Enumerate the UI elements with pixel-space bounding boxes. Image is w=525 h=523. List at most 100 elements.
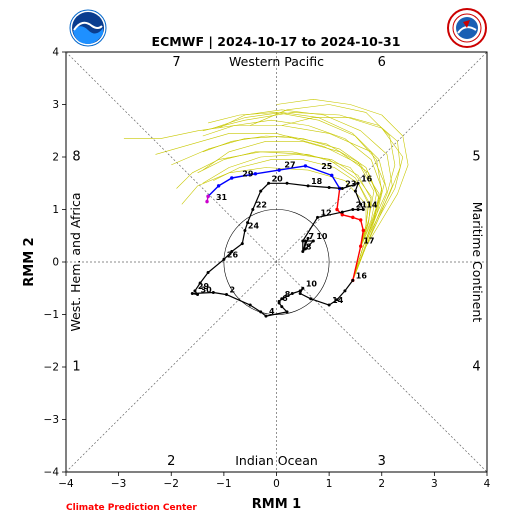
ensemble-member-line bbox=[123, 125, 385, 281]
x-tick-label: 2 bbox=[378, 478, 385, 490]
observed-point bbox=[196, 293, 200, 297]
phase-label: 3 bbox=[378, 454, 386, 469]
observed-point bbox=[277, 299, 281, 303]
observed-point bbox=[353, 189, 357, 193]
forecast-red-point bbox=[359, 218, 363, 222]
observed-point bbox=[251, 208, 255, 211]
observed-point bbox=[351, 208, 355, 211]
day-label: 10 bbox=[306, 279, 318, 288]
observed-point bbox=[222, 257, 226, 261]
x-tick-label: −2 bbox=[164, 478, 179, 490]
day-label: 8 bbox=[306, 243, 312, 252]
phase-label: 4 bbox=[472, 360, 480, 375]
observed-point bbox=[301, 239, 305, 243]
day-label: 31 bbox=[216, 193, 228, 202]
observed-point bbox=[359, 202, 363, 206]
observed-point bbox=[290, 292, 294, 295]
observed-point bbox=[259, 189, 263, 193]
x-tick-label: −4 bbox=[58, 478, 74, 490]
region-label: Maritime Continent bbox=[470, 202, 485, 322]
observed-point bbox=[298, 292, 302, 295]
day-label: 30 bbox=[201, 286, 213, 295]
x-tick-label: 1 bbox=[326, 478, 333, 490]
region-label: Western Pacific bbox=[229, 54, 324, 69]
day-label: 14 bbox=[332, 296, 344, 305]
observed-point bbox=[225, 293, 229, 297]
ensemble-member-line bbox=[250, 104, 396, 281]
day-label: 6 bbox=[282, 294, 288, 303]
observed-point bbox=[298, 289, 302, 293]
nws-logo bbox=[447, 8, 487, 48]
day-label: 14 bbox=[366, 201, 378, 210]
observed-point bbox=[340, 210, 344, 214]
forecast-magenta-point bbox=[205, 199, 209, 204]
forecast-magenta-point bbox=[206, 194, 210, 199]
y-tick-label: 1 bbox=[52, 204, 59, 216]
day-label: 26 bbox=[227, 250, 239, 259]
day-label: 25 bbox=[321, 162, 333, 171]
region-label: West. Hem. and Africa bbox=[68, 192, 83, 331]
x-axis-label: RMM 1 bbox=[252, 497, 301, 512]
ensemble-member-line bbox=[213, 112, 383, 281]
y-tick-label: −3 bbox=[44, 414, 59, 426]
x-tick-label: −3 bbox=[111, 478, 126, 490]
forecast-blue-point bbox=[230, 176, 234, 180]
day-label: 27 bbox=[284, 161, 295, 170]
observed-point bbox=[303, 247, 307, 251]
observed-point bbox=[190, 292, 194, 295]
unit-circle bbox=[223, 209, 330, 315]
observed-point bbox=[343, 289, 347, 293]
observed-point bbox=[301, 250, 305, 253]
ensemble-member-line bbox=[281, 117, 401, 281]
y-axis-label: RMM 2 bbox=[22, 237, 37, 286]
observed-point bbox=[351, 278, 355, 282]
day-label: 18 bbox=[311, 177, 323, 186]
noaa-logo bbox=[69, 9, 107, 47]
observed-point bbox=[327, 185, 331, 189]
day-label: 29 bbox=[242, 169, 254, 178]
x-tick-label: 3 bbox=[431, 478, 438, 490]
day-label: 29 bbox=[198, 282, 210, 291]
observed-point bbox=[311, 239, 315, 243]
forecast-blue-point bbox=[216, 184, 221, 188]
observed-point bbox=[306, 236, 310, 240]
ensemble-member-line bbox=[213, 159, 369, 281]
observed-point bbox=[356, 181, 360, 185]
observed-point bbox=[335, 298, 339, 302]
day-label: 21 bbox=[356, 201, 368, 210]
observed-point bbox=[246, 221, 250, 225]
phase-label: 2 bbox=[167, 454, 175, 469]
phase-label: 6 bbox=[378, 55, 386, 70]
observed-point bbox=[301, 286, 305, 290]
forecast-blue-point bbox=[277, 168, 281, 172]
y-tick-label: 3 bbox=[52, 99, 59, 111]
y-tick-label: 4 bbox=[52, 47, 59, 59]
day-label: 2 bbox=[230, 286, 236, 295]
region-label: Indian Ocean bbox=[235, 453, 318, 468]
y-tick-label: 0 bbox=[52, 257, 59, 269]
observed-point bbox=[340, 187, 344, 190]
ensemble-member-line bbox=[202, 141, 380, 281]
ensemble-member-line bbox=[276, 99, 409, 281]
observed-point bbox=[248, 303, 252, 307]
footer-credit: Climate Prediction Center bbox=[66, 503, 197, 513]
observed-point bbox=[280, 305, 284, 309]
observed-point bbox=[361, 208, 365, 211]
observed-point bbox=[285, 310, 289, 314]
day-label: 17 bbox=[363, 237, 374, 246]
observed-point bbox=[356, 208, 360, 211]
observed-point bbox=[264, 314, 268, 318]
ensemble-member-line bbox=[202, 119, 383, 281]
day-label: 20 bbox=[272, 174, 284, 183]
forecast-red-point bbox=[359, 244, 363, 248]
phase-label: 7 bbox=[172, 55, 180, 70]
y-tick-label: −4 bbox=[44, 467, 60, 479]
forecast-blue-point bbox=[253, 172, 258, 176]
day-label: 8 bbox=[285, 290, 291, 299]
y-tick-label: −1 bbox=[44, 309, 59, 321]
observed-point bbox=[327, 303, 331, 307]
day-label: 16 bbox=[361, 174, 373, 183]
observed-point bbox=[267, 181, 271, 185]
forecast-red-point bbox=[361, 228, 366, 233]
